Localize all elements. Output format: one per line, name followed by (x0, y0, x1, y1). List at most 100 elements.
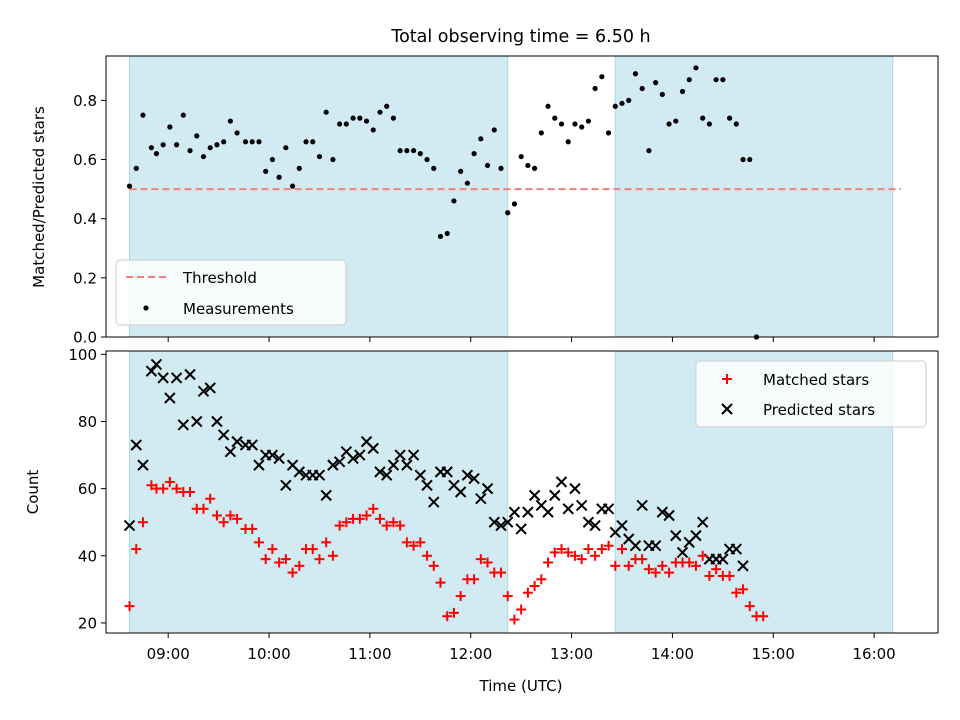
measurement-point (200, 153, 207, 160)
matched-stars-point (401, 537, 412, 548)
count-legend-box (695, 360, 927, 428)
measurement-point (673, 118, 679, 124)
y-tick-label: 60 (78, 480, 97, 498)
predicted-stars-point (542, 506, 554, 518)
predicted-stars-point (488, 516, 500, 528)
measurement-point (659, 91, 665, 98)
predicted-stars-point (137, 459, 149, 471)
measurement-point (417, 151, 423, 157)
predicted-stars-point (495, 519, 507, 532)
predicted-stars-point (589, 519, 601, 532)
matched-stars-point (294, 560, 305, 571)
measurement-point (377, 109, 383, 115)
predicted-stars-point (656, 506, 669, 518)
measurement-point (283, 145, 289, 151)
measurement-point (532, 165, 538, 171)
predicted-stars-point (730, 543, 743, 555)
measurement-point (323, 109, 329, 115)
matched-stars-point (218, 517, 229, 528)
measurement-point (337, 121, 343, 127)
measurement-point (545, 103, 551, 109)
predicted-stars-point (394, 449, 406, 461)
y-tick-label: 0.8 (73, 92, 97, 110)
predicted-stars-point (629, 540, 642, 552)
predicted-legend-label: Predicted stars (763, 401, 875, 419)
measurement-point (256, 139, 262, 145)
predicted-stars-point (737, 560, 749, 572)
measurement-point (626, 97, 632, 103)
measurement-point (498, 165, 504, 171)
ratio-y-axis-label: Matched/Predicted stars (30, 106, 48, 288)
matched-stars-point (395, 520, 406, 531)
measurement-point (612, 103, 618, 109)
predicted-stars-point (481, 482, 494, 495)
matched-stars-point (724, 570, 735, 581)
measurement-point (424, 156, 430, 163)
count-panel-frame (105, 350, 939, 634)
measurement-point (410, 148, 417, 154)
measurement-point (538, 130, 544, 136)
y-tick-label: 0.6 (73, 151, 97, 169)
measurement-point (565, 139, 571, 145)
matched-stars-point (388, 517, 399, 528)
matched-stars-point (617, 544, 628, 555)
x-tick-label: 12:00 (449, 645, 492, 663)
ratio-panel: 0.00.20.40.60.8 Matched/Predicted stars … (30, 55, 939, 347)
measurement-point (518, 153, 524, 160)
measurement-point (221, 139, 227, 145)
predicted-stars-point (670, 529, 682, 542)
predicted-stars-point (602, 503, 615, 515)
matched-stars-point (657, 560, 668, 571)
y-tick-label: 0.0 (73, 329, 97, 347)
measurement-point (511, 201, 518, 207)
measurement-point (639, 85, 645, 92)
measurement-point (558, 121, 565, 127)
x-axis-label: Time (UTC) (479, 677, 563, 695)
measurement-point (269, 156, 275, 163)
matched-stars-point (124, 601, 135, 612)
predicted-stars-point (649, 540, 662, 552)
measurement-point (572, 121, 578, 127)
x-tick-label: 09:00 (147, 645, 190, 663)
matched-stars-point (455, 591, 466, 602)
predicted-stars-point (211, 415, 223, 428)
observing-span-shade (614, 55, 894, 338)
matched-stars-point (274, 557, 285, 568)
matched-stars-point (354, 513, 365, 524)
predicted-stars-point (555, 476, 568, 488)
matched-stars-point (307, 544, 318, 555)
matched-stars-point (171, 483, 182, 494)
matched-stars-point (610, 560, 621, 571)
matched-stars-point (482, 557, 493, 568)
predicted-stars-point (475, 493, 487, 505)
measurement-point (276, 174, 282, 180)
predicted-stars-point (414, 469, 427, 481)
matched-stars-point (225, 510, 236, 521)
measurement-point (384, 103, 390, 109)
matched-stars-point (267, 544, 278, 555)
matched-stars-point (381, 520, 392, 531)
measurement-point (207, 145, 213, 151)
predicted-stars-point (508, 506, 521, 518)
matched-stars-point (522, 587, 533, 598)
measurement-point (605, 130, 612, 136)
predicted-stars-point (333, 456, 346, 468)
measurement-point (214, 142, 220, 148)
matched-stars-point (260, 554, 271, 565)
measurement-point (194, 133, 200, 139)
matched-legend-marker (722, 374, 732, 384)
matched-stars-point (758, 611, 769, 622)
matched-stars-point (502, 591, 513, 602)
predicted-stars-point (515, 523, 527, 535)
measurement-point (451, 198, 457, 204)
matched-stars-point (556, 544, 567, 555)
measurements-legend-label: Measurements (183, 300, 294, 318)
measurement-point (525, 162, 531, 169)
measurement-point (679, 88, 686, 95)
predicted-stars-point (562, 503, 574, 515)
predicted-stars-point (468, 472, 480, 485)
matched-stars-point (428, 560, 439, 571)
predicted-stars-point (401, 459, 413, 471)
matched-stars-point (146, 480, 157, 491)
matched-stars-point (603, 540, 614, 551)
